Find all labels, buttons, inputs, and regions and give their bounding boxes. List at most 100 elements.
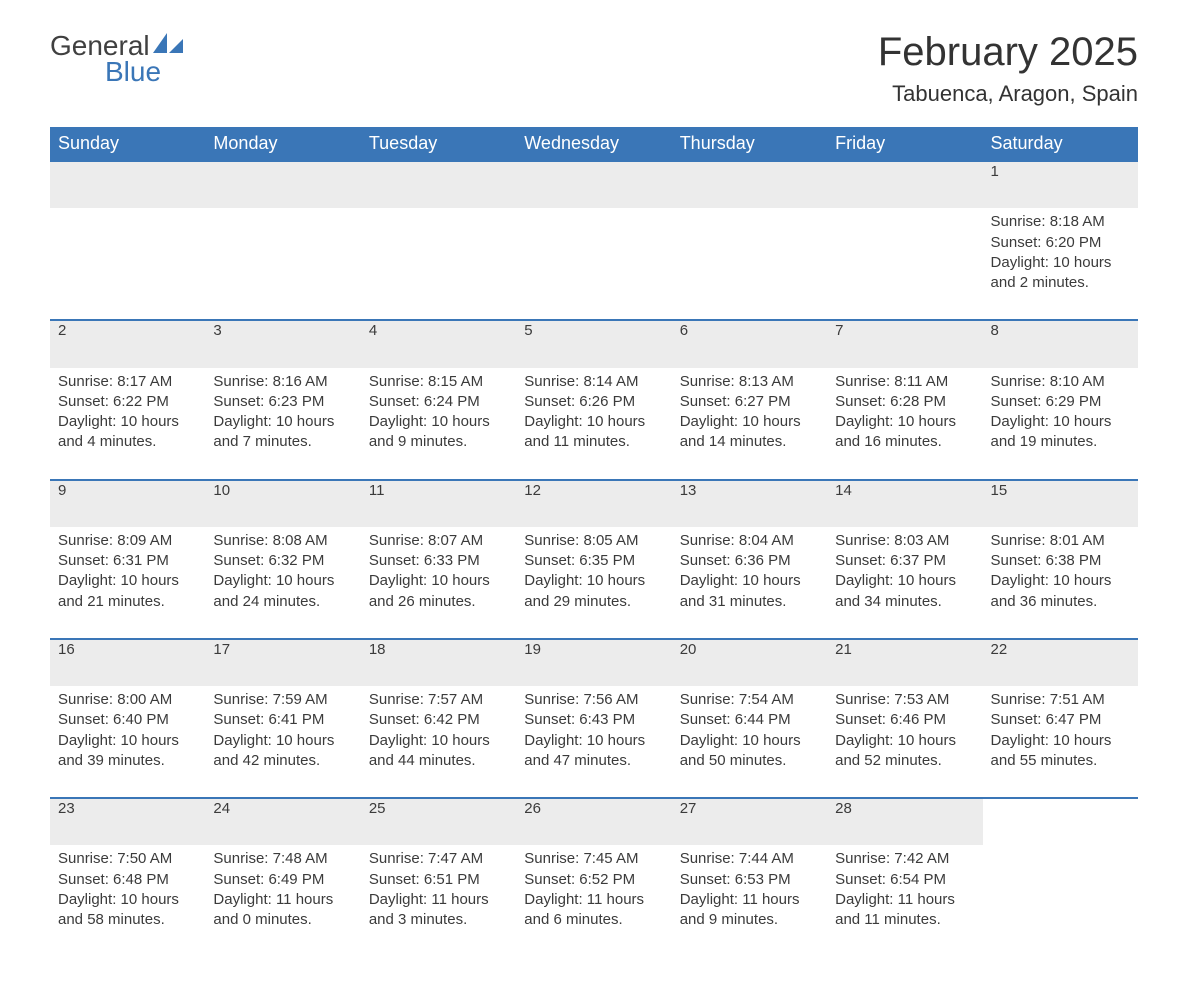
day-info-cell: Sunrise: 7:45 AMSunset: 6:52 PMDaylight:… [516,845,671,956]
calendar-head: SundayMondayTuesdayWednesdayThursdayFrid… [50,127,1138,161]
sunset-text: Sunset: 6:46 PM [835,710,974,730]
daylight-text: Daylight: 10 hours and 21 minutes. [58,571,197,612]
day-info-cell: Sunrise: 7:57 AMSunset: 6:42 PMDaylight:… [361,686,516,798]
day-number-cell: 6 [672,320,827,367]
day-info-cell [361,208,516,320]
sunset-text: Sunset: 6:44 PM [680,710,819,730]
day-number-cell: 1 [983,161,1138,208]
day-info-cell: Sunrise: 8:00 AMSunset: 6:40 PMDaylight:… [50,686,205,798]
day-number-cell [205,161,360,208]
day-number-cell: 10 [205,480,360,527]
day-number-cell: 9 [50,480,205,527]
sunset-text: Sunset: 6:38 PM [991,551,1130,571]
day-info-cell: Sunrise: 8:03 AMSunset: 6:37 PMDaylight:… [827,527,982,639]
day-info-cell: Sunrise: 7:59 AMSunset: 6:41 PMDaylight:… [205,686,360,798]
daylight-text: Daylight: 10 hours and 4 minutes. [58,412,197,453]
day-info-cell: Sunrise: 7:51 AMSunset: 6:47 PMDaylight:… [983,686,1138,798]
sunset-text: Sunset: 6:27 PM [680,392,819,412]
weekday-header: Wednesday [516,127,671,161]
day-info-cell: Sunrise: 8:10 AMSunset: 6:29 PMDaylight:… [983,368,1138,480]
location-label: Tabuenca, Aragon, Spain [878,81,1138,107]
calendar-table: SundayMondayTuesdayWednesdayThursdayFrid… [50,127,1138,956]
day-number-cell [516,161,671,208]
sunset-text: Sunset: 6:24 PM [369,392,508,412]
daylight-text: Daylight: 10 hours and 52 minutes. [835,731,974,772]
daylight-text: Daylight: 10 hours and 55 minutes. [991,731,1130,772]
sunrise-text: Sunrise: 8:08 AM [213,531,352,551]
sunrise-text: Sunrise: 7:57 AM [369,690,508,710]
sunrise-text: Sunrise: 8:15 AM [369,372,508,392]
page-header: General Blue February 2025 Tabuenca, Ara… [50,30,1138,107]
sunrise-text: Sunrise: 7:50 AM [58,849,197,869]
day-info-cell: Sunrise: 7:48 AMSunset: 6:49 PMDaylight:… [205,845,360,956]
day-number-cell: 25 [361,798,516,845]
day-info-cell: Sunrise: 8:18 AMSunset: 6:20 PMDaylight:… [983,208,1138,320]
day-number-cell: 5 [516,320,671,367]
day-info-cell: Sunrise: 8:04 AMSunset: 6:36 PMDaylight:… [672,527,827,639]
sunset-text: Sunset: 6:26 PM [524,392,663,412]
daylight-text: Daylight: 10 hours and 36 minutes. [991,571,1130,612]
sunrise-text: Sunrise: 7:45 AM [524,849,663,869]
sunrise-text: Sunrise: 7:42 AM [835,849,974,869]
day-info-cell: Sunrise: 8:17 AMSunset: 6:22 PMDaylight:… [50,368,205,480]
daylight-text: Daylight: 11 hours and 6 minutes. [524,890,663,931]
day-number-cell: 15 [983,480,1138,527]
day-info-cell: Sunrise: 7:53 AMSunset: 6:46 PMDaylight:… [827,686,982,798]
daylight-text: Daylight: 10 hours and 14 minutes. [680,412,819,453]
daylight-text: Daylight: 10 hours and 58 minutes. [58,890,197,931]
sunrise-text: Sunrise: 8:00 AM [58,690,197,710]
sunrise-text: Sunrise: 7:56 AM [524,690,663,710]
sunset-text: Sunset: 6:53 PM [680,870,819,890]
day-info-cell: Sunrise: 8:09 AMSunset: 6:31 PMDaylight:… [50,527,205,639]
day-number-cell [361,161,516,208]
daylight-text: Daylight: 10 hours and 47 minutes. [524,731,663,772]
day-number-cell: 17 [205,639,360,686]
sunrise-text: Sunrise: 8:05 AM [524,531,663,551]
day-number-cell [50,161,205,208]
day-number-cell: 8 [983,320,1138,367]
sunrise-text: Sunrise: 8:11 AM [835,372,974,392]
sunrise-text: Sunrise: 8:07 AM [369,531,508,551]
day-info-cell [516,208,671,320]
daylight-text: Daylight: 10 hours and 31 minutes. [680,571,819,612]
day-info-cell: Sunrise: 7:42 AMSunset: 6:54 PMDaylight:… [827,845,982,956]
day-number-cell: 23 [50,798,205,845]
logo: General Blue [50,30,183,88]
sunrise-text: Sunrise: 8:17 AM [58,372,197,392]
sunset-text: Sunset: 6:52 PM [524,870,663,890]
sunset-text: Sunset: 6:51 PM [369,870,508,890]
sunset-text: Sunset: 6:47 PM [991,710,1130,730]
weekday-header: Saturday [983,127,1138,161]
day-number-cell: 3 [205,320,360,367]
daylight-text: Daylight: 11 hours and 0 minutes. [213,890,352,931]
title-block: February 2025 Tabuenca, Aragon, Spain [878,30,1138,107]
daylight-text: Daylight: 10 hours and 2 minutes. [991,253,1130,294]
day-info-cell: Sunrise: 7:56 AMSunset: 6:43 PMDaylight:… [516,686,671,798]
day-info-cell [50,208,205,320]
daylight-text: Daylight: 10 hours and 50 minutes. [680,731,819,772]
daylight-text: Daylight: 10 hours and 24 minutes. [213,571,352,612]
daylight-text: Daylight: 11 hours and 9 minutes. [680,890,819,931]
day-info-cell [827,208,982,320]
day-number-cell: 7 [827,320,982,367]
daylight-text: Daylight: 11 hours and 3 minutes. [369,890,508,931]
sunrise-text: Sunrise: 8:18 AM [991,212,1130,232]
day-number-cell: 28 [827,798,982,845]
day-number-cell: 12 [516,480,671,527]
day-number-cell [672,161,827,208]
day-info-cell [205,208,360,320]
daylight-text: Daylight: 10 hours and 19 minutes. [991,412,1130,453]
daylight-text: Daylight: 10 hours and 26 minutes. [369,571,508,612]
day-number-cell: 19 [516,639,671,686]
daylight-text: Daylight: 10 hours and 11 minutes. [524,412,663,453]
daylight-text: Daylight: 10 hours and 9 minutes. [369,412,508,453]
day-number-cell: 24 [205,798,360,845]
day-info-cell [983,845,1138,956]
weekday-header: Thursday [672,127,827,161]
day-number-cell [983,798,1138,845]
day-info-cell [672,208,827,320]
sunset-text: Sunset: 6:40 PM [58,710,197,730]
sunset-text: Sunset: 6:36 PM [680,551,819,571]
day-info-cell: Sunrise: 8:16 AMSunset: 6:23 PMDaylight:… [205,368,360,480]
day-info-cell: Sunrise: 7:44 AMSunset: 6:53 PMDaylight:… [672,845,827,956]
